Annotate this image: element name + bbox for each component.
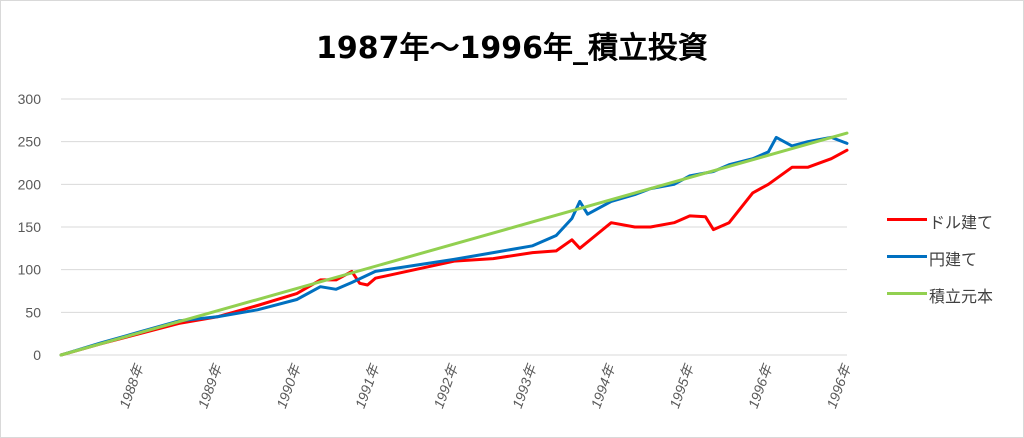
legend-item-principal: 積立元本 bbox=[887, 281, 1017, 306]
y-tick-label: 300 bbox=[18, 91, 42, 107]
x-tick-label: 1994年 bbox=[588, 361, 619, 411]
y-tick-label: 50 bbox=[25, 304, 41, 320]
chart-title: 1987年～1996年_積立投資 bbox=[316, 31, 708, 66]
x-tick-label: 1989年 bbox=[195, 361, 226, 411]
x-tick-label: 1995年 bbox=[666, 361, 697, 411]
legend: ドル建て 円建て 積立元本 bbox=[887, 207, 1017, 318]
x-tick-label: 1996年 bbox=[823, 361, 854, 411]
legend-swatch-dollar bbox=[887, 218, 927, 221]
legend-swatch-yen bbox=[887, 255, 927, 258]
x-tick-label: 1992年 bbox=[430, 361, 461, 411]
y-tick-label: 200 bbox=[18, 176, 42, 192]
legend-item-yen: 円建て bbox=[887, 244, 1017, 269]
series-line-yen bbox=[59, 135, 849, 357]
y-tick-label: 150 bbox=[18, 219, 42, 235]
legend-label-yen: 円建て bbox=[929, 250, 978, 269]
x-tick-label: 1990年 bbox=[273, 361, 304, 411]
x-tick-label: 1991年 bbox=[352, 361, 383, 411]
series-line-principal bbox=[59, 131, 849, 357]
x-tick-label: 1993年 bbox=[509, 361, 540, 411]
series-lines bbox=[59, 131, 849, 357]
legend-swatch-principal bbox=[887, 292, 927, 295]
legend-item-dollar: ドル建て bbox=[887, 207, 1017, 232]
y-tick-label: 250 bbox=[18, 134, 42, 150]
y-axis-ticks: 0 50 100 150 200 250 300 bbox=[18, 91, 42, 363]
series-line-dollar bbox=[59, 148, 849, 357]
y-tick-label: 0 bbox=[33, 347, 41, 363]
y-tick-label: 100 bbox=[18, 262, 42, 278]
x-axis-ticks: 1988年 1989年 1990年 1991年 1992年 1993年 1994年 1995年… bbox=[116, 361, 855, 411]
legend-label-dollar: ドル建て bbox=[929, 213, 994, 232]
gridlines bbox=[61, 98, 847, 356]
legend-label-principal: 積立元本 bbox=[929, 287, 994, 306]
x-tick-label: 1988年 bbox=[116, 361, 147, 411]
x-tick-label: 1996年 bbox=[745, 361, 776, 411]
